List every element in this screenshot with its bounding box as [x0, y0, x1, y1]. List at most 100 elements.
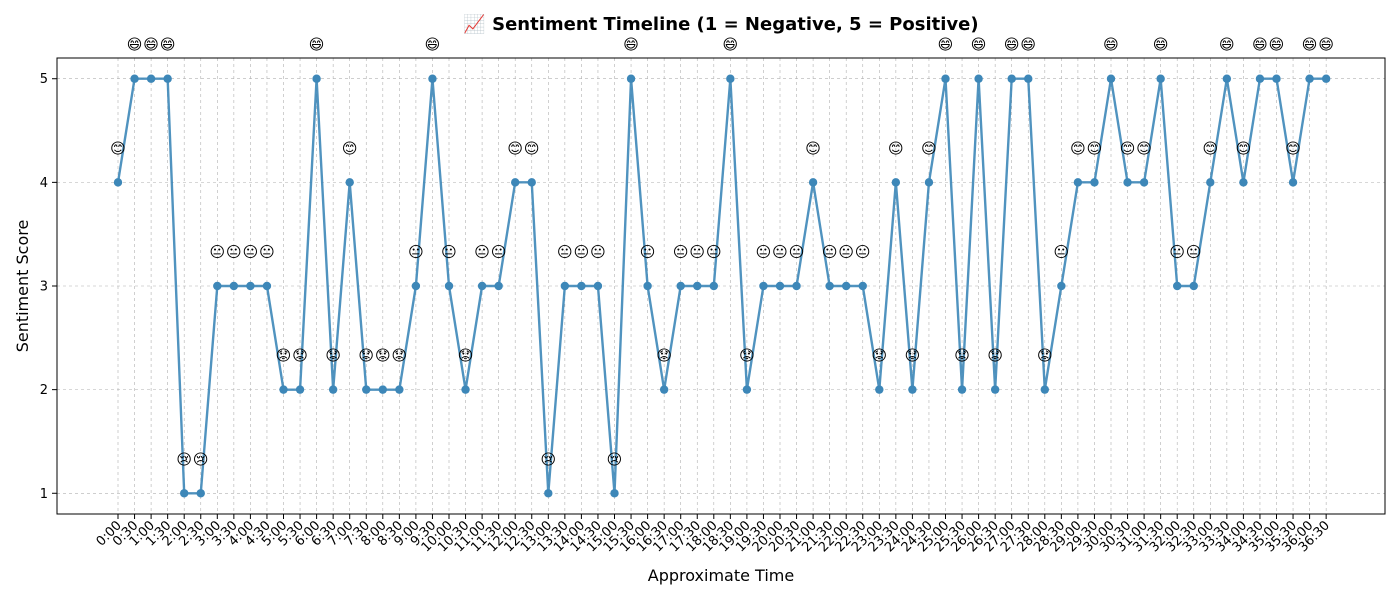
data-point — [610, 489, 619, 498]
emoji-marker: 😟 — [292, 347, 308, 365]
emoji-marker: 😐 — [689, 243, 705, 261]
emoji-marker: 😊 — [1285, 139, 1301, 157]
chart-title: 📈 Sentiment Timeline (1 = Negative, 5 = … — [463, 13, 978, 35]
data-point — [378, 385, 387, 394]
data-point — [1206, 178, 1215, 187]
emoji-marker: 😟 — [392, 347, 408, 365]
data-point — [792, 281, 801, 291]
y-axis: 1 2 3 4 5 — [40, 72, 57, 502]
data-point — [577, 281, 586, 291]
data-point — [1189, 281, 1198, 291]
emoji-marker: 😢 — [176, 450, 192, 468]
series-line — [116, 77, 1327, 495]
y-tick-label: 2 — [40, 383, 48, 398]
data-point — [163, 74, 172, 83]
data-point — [196, 489, 205, 498]
x-axis: 0:000:301:001:302:002:303:003:304:004:30… — [94, 514, 1333, 555]
data-point — [1288, 178, 1298, 187]
x-axis-label: Approximate Time — [648, 566, 794, 585]
emoji-marker: 😟 — [656, 347, 672, 365]
data-point — [842, 281, 851, 291]
emoji-marker: 😊 — [1202, 139, 1218, 157]
emoji-marker: 😄 — [623, 36, 639, 54]
emoji-marker: 😄 — [425, 36, 441, 54]
data-point — [1090, 178, 1099, 187]
emoji-marker: 😐 — [1169, 243, 1185, 261]
data-point — [1255, 74, 1265, 83]
emoji-marker: 😄 — [1318, 36, 1334, 54]
emoji-marker: 😊 — [342, 139, 358, 157]
data-point — [345, 178, 354, 187]
emoji-marker: 😐 — [855, 243, 871, 261]
emoji-marker: 😟 — [458, 347, 474, 365]
data-point — [875, 385, 884, 394]
emoji-marker: 😄 — [971, 36, 987, 54]
data-point — [891, 178, 901, 187]
emoji-marker: 😄 — [160, 36, 176, 54]
emoji-marker: 😢 — [607, 450, 623, 468]
emoji-marker: 😄 — [1153, 36, 1169, 54]
emoji-marker: 😄 — [309, 36, 325, 54]
y-tick-label: 1 — [40, 487, 48, 502]
emoji-marker: 😊 — [110, 139, 126, 157]
data-point — [279, 385, 288, 394]
emoji-marker: 😐 — [226, 243, 242, 261]
data-point — [312, 74, 321, 83]
data-point — [461, 385, 470, 394]
emoji-marker: 😄 — [723, 36, 739, 54]
data-point — [328, 385, 338, 394]
emoji-marker: 😊 — [507, 139, 523, 157]
emoji-marker: 😐 — [441, 243, 457, 261]
data-point — [477, 281, 487, 291]
emoji-marker: 😐 — [822, 243, 838, 261]
emoji-marker: 😊 — [1136, 139, 1152, 157]
emoji-marker: 😐 — [557, 243, 573, 261]
data-point — [1173, 281, 1182, 291]
emoji-marker: 😟 — [325, 347, 341, 365]
emoji-marker: 😐 — [640, 243, 656, 261]
y-axis-label: Sentiment Score — [13, 220, 32, 353]
data-point — [1272, 74, 1281, 83]
emoji-marker: 😊 — [1120, 139, 1136, 157]
emoji-marker: 😐 — [789, 243, 805, 261]
emoji-marker: 😐 — [474, 243, 490, 261]
data-point — [1321, 74, 1331, 83]
line-layer — [116, 77, 1327, 495]
emoji-marker: 😐 — [772, 243, 788, 261]
data-point — [974, 74, 983, 83]
data-point — [1239, 178, 1248, 187]
data-point — [941, 74, 950, 83]
data-point — [444, 281, 454, 291]
emoji-marker: 😐 — [838, 243, 854, 261]
data-point — [1040, 385, 1050, 394]
y-tick-label: 4 — [40, 176, 48, 191]
data-point — [1007, 74, 1016, 83]
data-point — [825, 281, 834, 291]
data-point — [1139, 178, 1149, 187]
emoji-marker: 😐 — [590, 243, 606, 261]
data-point — [113, 178, 123, 187]
data-point — [659, 385, 669, 394]
emoji-layer: 😊😄 😄 😄😢 😢😐 😐 😐 😐😟 😟😄😟😊😟 😟 😟😐😄😐😟😐 😐😊 😊😢😐 😐 😐😢😄😐😟😐 😐 😐😄😟😐… — [110, 36, 1334, 469]
data-point — [759, 281, 768, 291]
emoji-marker: 😟 — [358, 347, 374, 365]
emoji-marker: 😢 — [193, 450, 209, 468]
data-point — [1057, 281, 1066, 291]
data-point — [229, 281, 239, 291]
emoji-marker: 😄 — [1302, 36, 1318, 54]
data-point — [924, 178, 934, 187]
emoji-marker: 😟 — [276, 347, 292, 365]
point-layer — [113, 74, 1331, 498]
data-point — [544, 489, 553, 498]
data-point — [428, 74, 437, 83]
data-point — [626, 74, 636, 83]
emoji-marker: 😟 — [905, 347, 921, 365]
data-point — [808, 178, 818, 187]
data-point — [1024, 74, 1033, 83]
emoji-marker: 😊 — [1236, 139, 1252, 157]
data-point — [726, 74, 735, 83]
emoji-marker: 😐 — [673, 243, 689, 261]
data-point — [130, 74, 139, 83]
emoji-marker: 😟 — [375, 347, 391, 365]
data-point — [1123, 178, 1132, 187]
